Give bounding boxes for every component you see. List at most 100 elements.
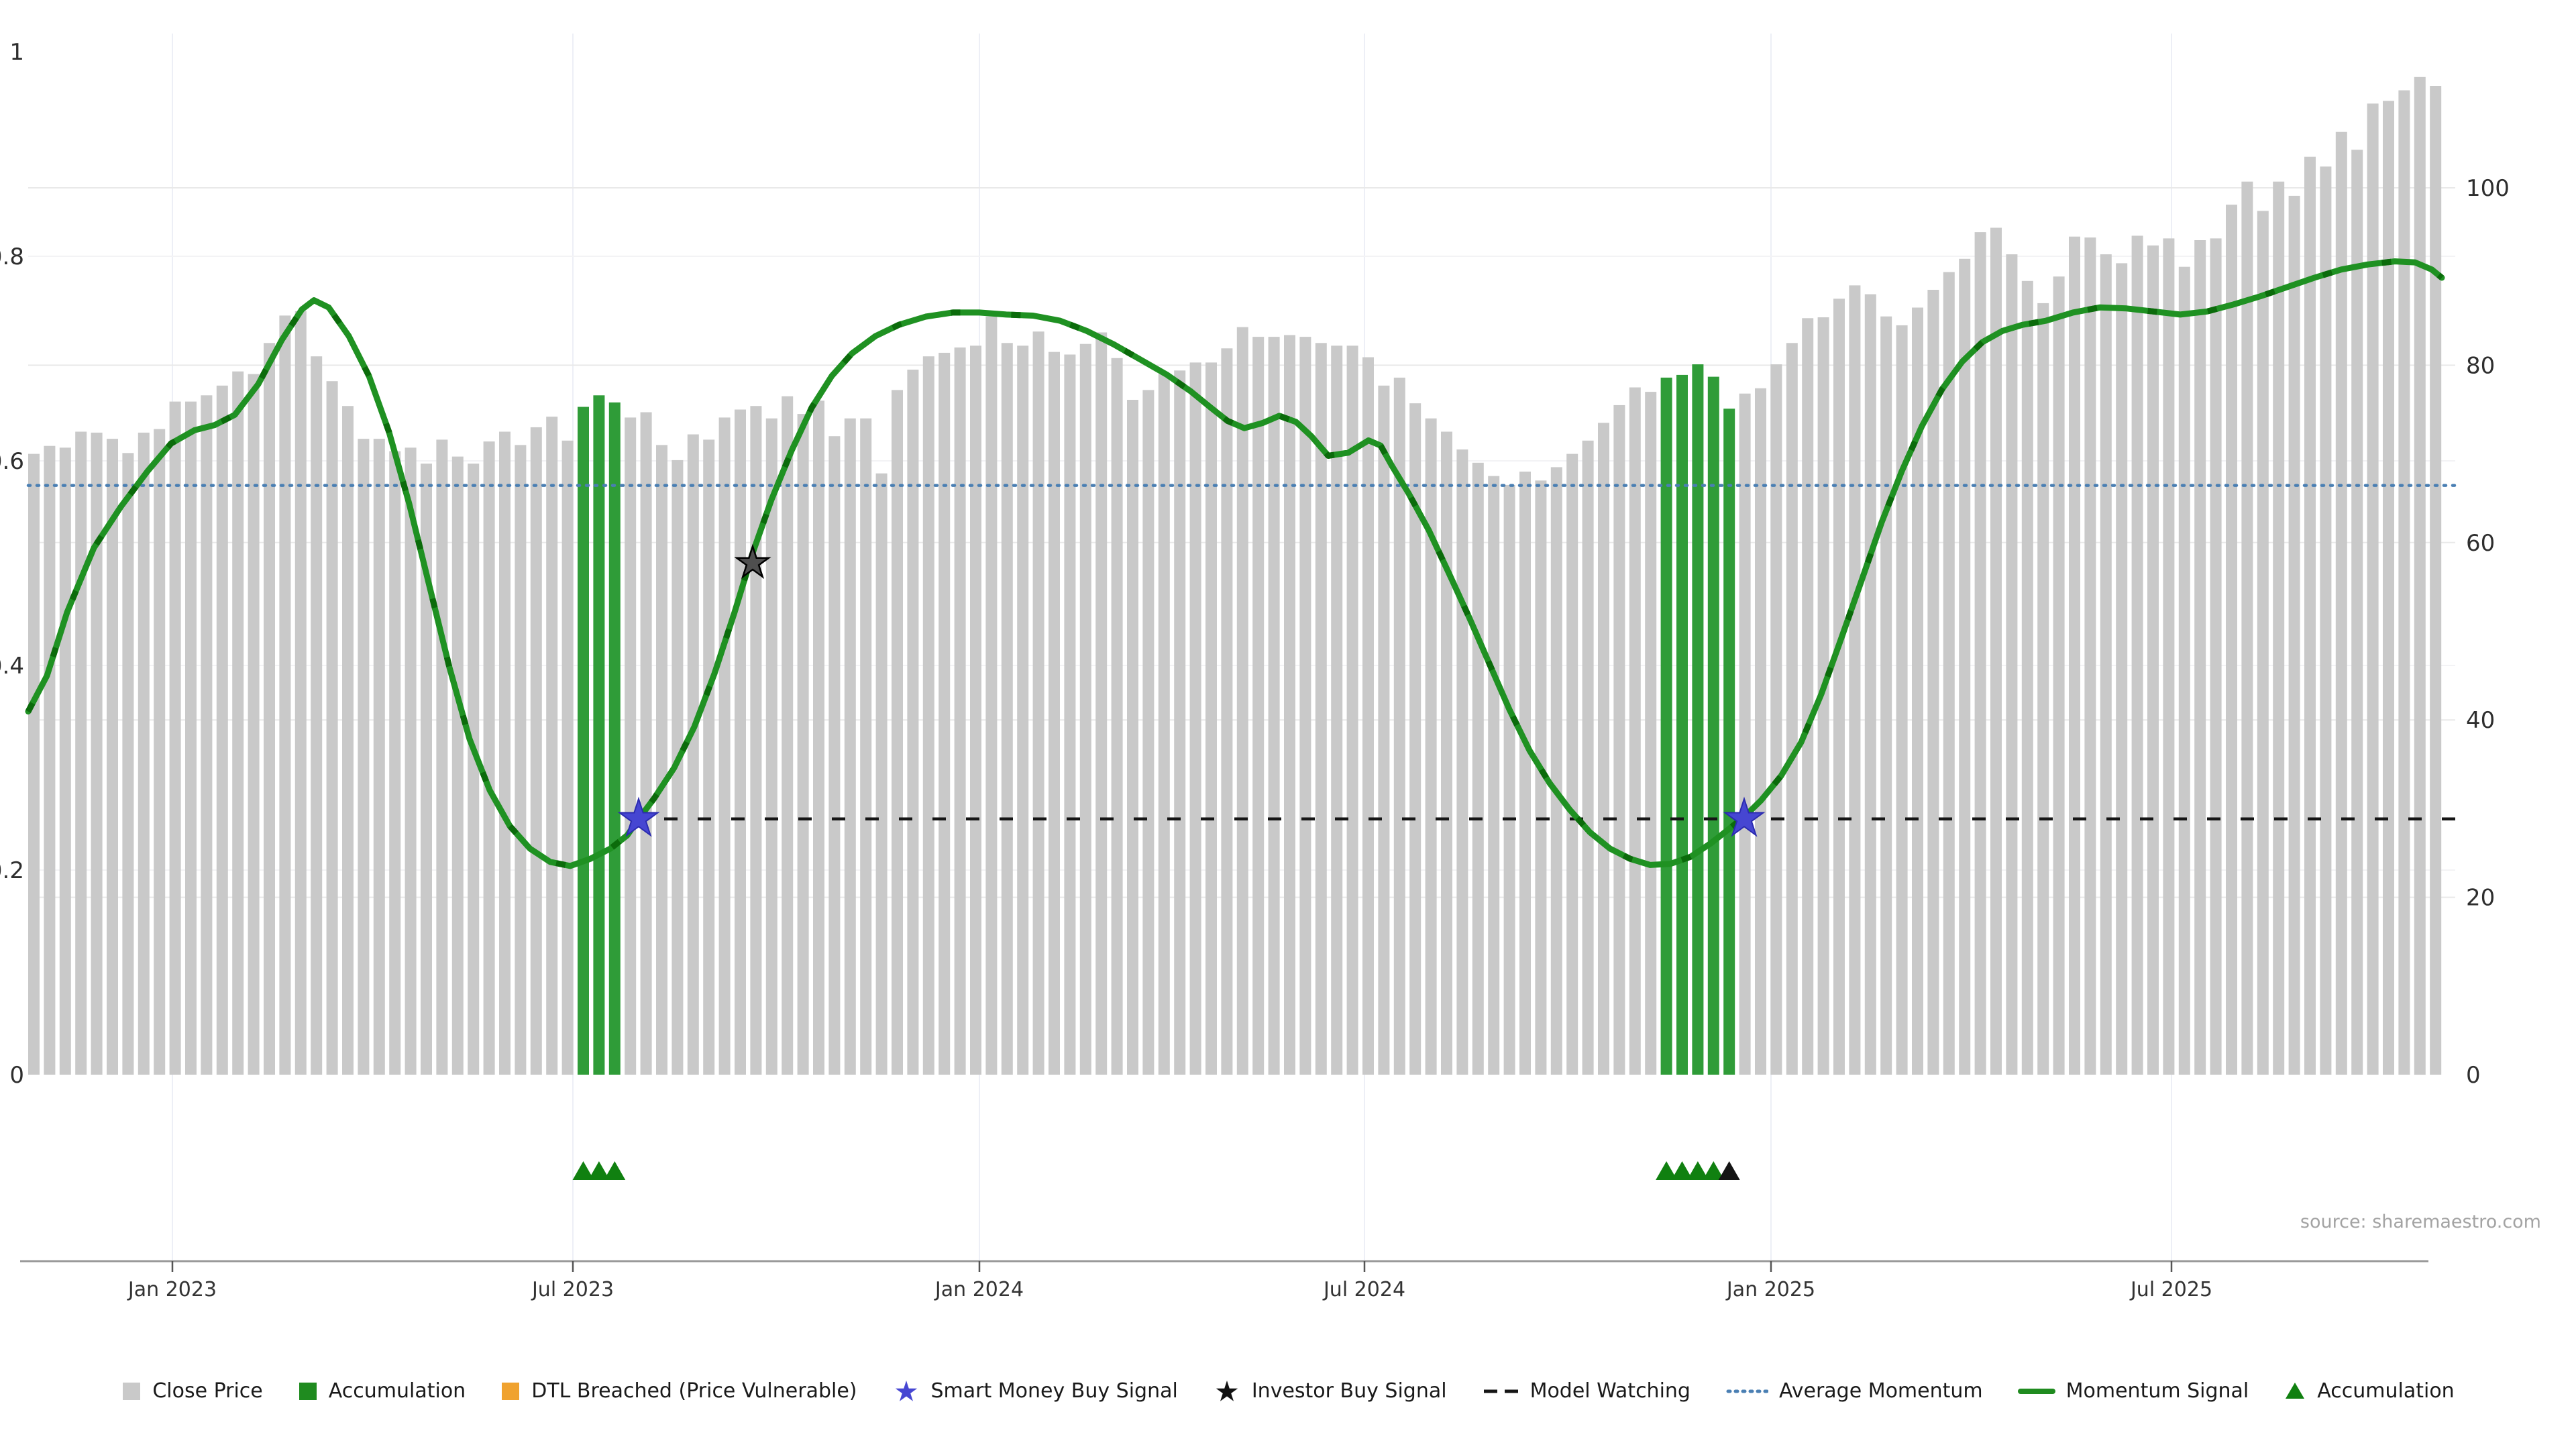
close-price-bar — [2414, 76, 2426, 1075]
close-price-bar — [2210, 238, 2222, 1075]
close-price-bar — [970, 345, 981, 1075]
close-price-bar — [1896, 325, 1908, 1075]
close-price-bar — [1017, 345, 1029, 1075]
smart-money-buy-star — [617, 796, 660, 837]
investor-buy-star — [734, 543, 771, 579]
legend-item-label: Smart Money Buy Signal — [930, 1379, 1178, 1403]
blue-star-icon — [895, 1380, 917, 1401]
x-tick-label: Jan 2024 — [934, 1278, 1024, 1301]
close-price-bar — [1472, 462, 1484, 1075]
close-price-bar — [765, 418, 777, 1075]
close-price-bar — [1974, 232, 1986, 1075]
close-price-bar — [2069, 236, 2080, 1075]
close-price-bar — [2335, 131, 2347, 1075]
close-price-bar — [2257, 211, 2269, 1075]
legend-item-label: Average Momentum — [1778, 1379, 1983, 1403]
close-price-bar — [421, 464, 432, 1075]
close-price-bar — [2320, 166, 2332, 1075]
close-price-bar — [907, 370, 919, 1075]
left-tick-label: 0.8 — [0, 244, 24, 270]
close-price-bar — [232, 371, 244, 1075]
legend-item: DTL Breached (Price Vulnerable) — [500, 1379, 857, 1403]
accumulation-bar — [1707, 376, 1719, 1075]
close-price-bar — [2304, 156, 2316, 1075]
legend-item: Model Watching — [1482, 1379, 1690, 1403]
close-price-bar — [2131, 235, 2143, 1075]
close-price-bar — [107, 439, 118, 1075]
close-price-bar — [530, 427, 542, 1075]
left-tick-label: 0.2 — [0, 857, 24, 884]
close-price-bar — [1362, 357, 1374, 1075]
close-price-bar — [1582, 440, 1594, 1075]
close-price-bar — [1189, 362, 1201, 1075]
close-price-bar — [1393, 377, 1405, 1075]
accumulation-triangle-icon — [1671, 1161, 1693, 1180]
close-price-bar — [703, 439, 715, 1075]
close-price-bar — [1284, 335, 1295, 1075]
gray-square-icon — [123, 1382, 141, 1400]
accumulation-triangle-icon — [1656, 1161, 1678, 1180]
accumulation-bars — [578, 364, 1735, 1075]
close-price-bar — [1315, 343, 1327, 1075]
close-price-bar — [389, 451, 401, 1075]
close-price-bar — [373, 439, 385, 1075]
y-axis-right: 0 20 40 60 80 100 — [2466, 175, 2510, 1089]
close-price-bar — [2053, 276, 2065, 1075]
smart-money-buy-star — [1723, 796, 1766, 837]
close-price-bar — [797, 414, 809, 1075]
close-price-bar — [2084, 237, 2096, 1075]
accumulation-bar — [1660, 377, 1672, 1075]
close-price-bar — [1064, 354, 1076, 1075]
close-price-bar — [1786, 343, 1798, 1075]
close-price-bar — [2006, 254, 2018, 1075]
close-price-bar — [1252, 337, 1265, 1075]
close-price-bar — [483, 441, 495, 1075]
close-price-bar — [2147, 245, 2159, 1075]
close-price-bar — [656, 445, 667, 1075]
close-price-bar — [138, 432, 150, 1075]
x-axis: Jan 2023 Jul 2023 Jan 2024 Jul 2024 Jan 2025… — [20, 1260, 2428, 1301]
legend-item-label: Investor Buy Signal — [1251, 1379, 1447, 1403]
close-price-bar — [875, 473, 888, 1075]
left-tick-label: 1 — [9, 39, 24, 66]
close-price-bar — [358, 439, 370, 1075]
accumulation-bar — [578, 407, 589, 1075]
legend-item: Momentum Signal — [2017, 1379, 2249, 1403]
close-price-bar — [1990, 227, 2002, 1075]
green-line-icon — [2017, 1388, 2055, 1394]
close-price-bar — [294, 311, 307, 1075]
close-price-bar — [1079, 343, 1091, 1075]
x-tick-label: Jul 2025 — [2129, 1278, 2212, 1301]
close-price-bar — [1503, 484, 1515, 1075]
accumulation-bar — [1692, 364, 1704, 1075]
close-price-bar — [718, 417, 731, 1075]
close-price-bar — [954, 347, 966, 1075]
close-price-bar — [2100, 254, 2112, 1075]
accumulation-triangle-icon — [1718, 1161, 1740, 1180]
close-price-bar — [1032, 331, 1044, 1075]
close-price-bar — [1550, 467, 1562, 1075]
close-price-bar — [2383, 101, 2394, 1075]
close-price-bar — [1409, 403, 1421, 1075]
close-price-bar — [546, 417, 558, 1075]
legend-item: Accumulation — [298, 1379, 466, 1403]
close-price-bar — [2194, 240, 2206, 1075]
left-tick-label: 0.6 — [0, 448, 24, 475]
close-price-bar — [248, 374, 260, 1075]
close-price-bar — [1613, 405, 1625, 1075]
close-price-bar — [1739, 393, 1751, 1075]
close-price-bar — [1049, 352, 1060, 1075]
investor-buy-signal-stars — [734, 543, 771, 579]
legend-item: Accumulation — [2284, 1379, 2455, 1403]
black-dash-line-icon — [1483, 1389, 1518, 1393]
accumulation-bar — [1723, 409, 1735, 1075]
close-price-bar — [122, 453, 134, 1075]
close-price-bar — [1802, 318, 1814, 1075]
close-price-bar — [2430, 86, 2442, 1075]
close-price-bar — [405, 447, 417, 1075]
accumulation-triangle-icon — [1703, 1161, 1725, 1180]
legend-item: Close Price — [121, 1379, 263, 1403]
right-tick-label: 100 — [2466, 175, 2510, 202]
close-price-bar — [451, 456, 464, 1075]
close-price-bar — [216, 385, 228, 1075]
